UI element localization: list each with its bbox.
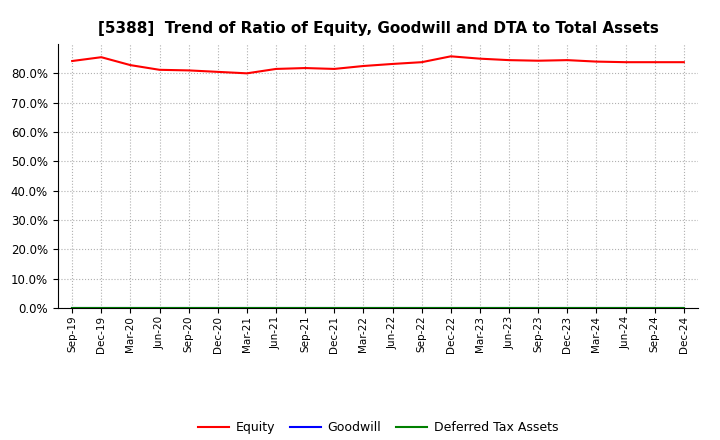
Equity: [388, 61, 397, 66]
Goodwill: [505, 305, 513, 311]
Equity: [534, 58, 543, 63]
Deferred Tax Assets: [330, 305, 338, 311]
Deferred Tax Assets: [213, 305, 222, 311]
Goodwill: [97, 305, 106, 311]
Goodwill: [563, 305, 572, 311]
Equity: [592, 59, 600, 64]
Goodwill: [418, 305, 426, 311]
Deferred Tax Assets: [476, 305, 485, 311]
Goodwill: [476, 305, 485, 311]
Goodwill: [446, 305, 455, 311]
Deferred Tax Assets: [592, 305, 600, 311]
Deferred Tax Assets: [68, 305, 76, 311]
Deferred Tax Assets: [388, 305, 397, 311]
Goodwill: [388, 305, 397, 311]
Goodwill: [156, 305, 164, 311]
Equity: [621, 59, 630, 65]
Equity: [184, 68, 193, 73]
Equity: [243, 71, 251, 76]
Equity: [271, 66, 280, 72]
Equity: [359, 63, 368, 69]
Equity: [68, 59, 76, 64]
Equity: [650, 59, 659, 65]
Line: Equity: Equity: [72, 56, 684, 73]
Deferred Tax Assets: [126, 305, 135, 311]
Deferred Tax Assets: [650, 305, 659, 311]
Legend: Equity, Goodwill, Deferred Tax Assets: Equity, Goodwill, Deferred Tax Assets: [193, 416, 563, 439]
Equity: [126, 62, 135, 68]
Deferred Tax Assets: [301, 305, 310, 311]
Equity: [446, 54, 455, 59]
Equity: [301, 66, 310, 71]
Goodwill: [68, 305, 76, 311]
Deferred Tax Assets: [359, 305, 368, 311]
Deferred Tax Assets: [680, 305, 688, 311]
Equity: [418, 59, 426, 65]
Deferred Tax Assets: [418, 305, 426, 311]
Equity: [213, 69, 222, 74]
Goodwill: [650, 305, 659, 311]
Equity: [505, 58, 513, 63]
Deferred Tax Assets: [156, 305, 164, 311]
Goodwill: [330, 305, 338, 311]
Deferred Tax Assets: [184, 305, 193, 311]
Goodwill: [301, 305, 310, 311]
Goodwill: [213, 305, 222, 311]
Goodwill: [621, 305, 630, 311]
Equity: [476, 56, 485, 61]
Goodwill: [534, 305, 543, 311]
Goodwill: [680, 305, 688, 311]
Equity: [330, 66, 338, 72]
Deferred Tax Assets: [563, 305, 572, 311]
Equity: [97, 55, 106, 60]
Goodwill: [243, 305, 251, 311]
Deferred Tax Assets: [243, 305, 251, 311]
Deferred Tax Assets: [534, 305, 543, 311]
Goodwill: [184, 305, 193, 311]
Deferred Tax Assets: [621, 305, 630, 311]
Title: [5388]  Trend of Ratio of Equity, Goodwill and DTA to Total Assets: [5388] Trend of Ratio of Equity, Goodwil…: [98, 21, 658, 36]
Goodwill: [359, 305, 368, 311]
Deferred Tax Assets: [446, 305, 455, 311]
Goodwill: [592, 305, 600, 311]
Equity: [156, 67, 164, 73]
Equity: [680, 59, 688, 65]
Deferred Tax Assets: [505, 305, 513, 311]
Equity: [563, 58, 572, 63]
Deferred Tax Assets: [97, 305, 106, 311]
Deferred Tax Assets: [271, 305, 280, 311]
Goodwill: [271, 305, 280, 311]
Goodwill: [126, 305, 135, 311]
